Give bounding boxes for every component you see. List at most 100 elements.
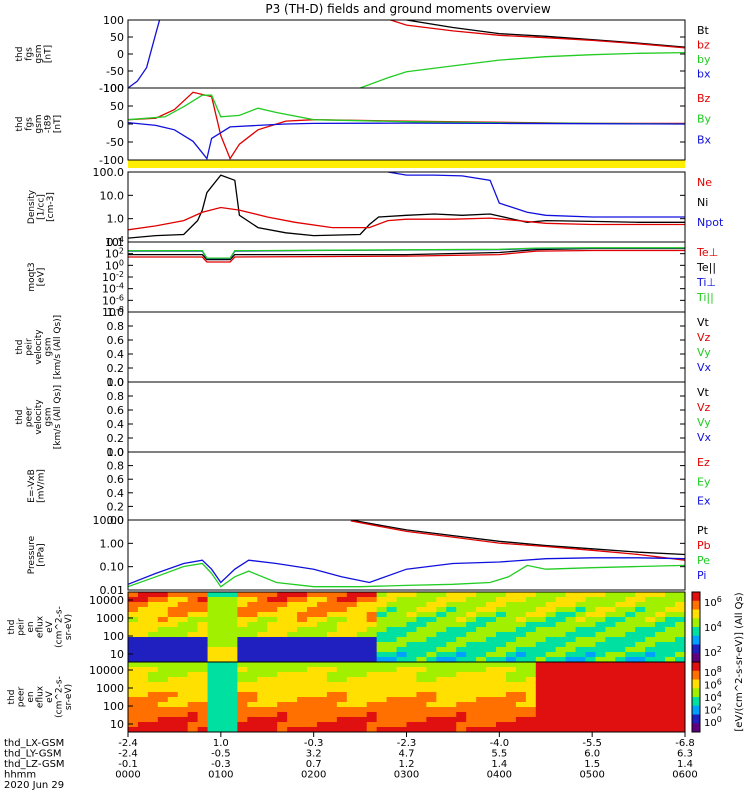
- spectrogram-cell: [466, 727, 477, 733]
- spectrogram-cell: [307, 642, 318, 648]
- y-tick-label: -50: [106, 65, 124, 78]
- spectrogram-cell: [466, 697, 477, 703]
- spectrogram-cell: [147, 707, 159, 713]
- spectrogram-cell: [167, 697, 179, 703]
- spectrogram-cell: [177, 662, 189, 668]
- spectrogram-cell: [615, 617, 626, 623]
- spectrogram-cell: [267, 602, 278, 608]
- spectrogram-cell: [585, 692, 596, 698]
- spectrogram-cell: [565, 667, 577, 673]
- spectrogram-cell: [525, 622, 537, 628]
- spectrogram-cell: [665, 707, 676, 713]
- spectrogram-cell: [426, 702, 437, 708]
- spectrogram-cell: [515, 647, 527, 653]
- spectrogram-cell: [326, 617, 338, 623]
- spectrogram-cell: [486, 602, 497, 608]
- spectrogram-cell: [366, 727, 378, 733]
- spectrogram-cell: [247, 657, 258, 663]
- spectrogram-cell: [297, 677, 308, 683]
- spectrogram-cell: [157, 637, 169, 643]
- legend-entry: Ti⊥: [696, 276, 716, 289]
- spectrogram-cell: [635, 717, 646, 723]
- spectrogram-cell: [595, 602, 606, 608]
- spectrogram-cell: [466, 692, 477, 698]
- spectrogram-cell: [207, 727, 219, 733]
- legend-entry: Ti||: [696, 291, 714, 304]
- spectrogram-cell: [307, 627, 318, 633]
- spectrogram-cell: [277, 667, 288, 673]
- spectrogram-cell: [277, 632, 288, 638]
- spectrogram-cell: [267, 622, 278, 628]
- spectrogram-cell: [515, 722, 527, 728]
- spectrogram-cell: [376, 722, 388, 728]
- spectrogram-cell: [257, 667, 268, 673]
- spectrogram-cell: [187, 642, 199, 648]
- spectrogram-cell: [207, 642, 219, 648]
- spectrogram-cell: [157, 687, 169, 693]
- spectrogram-cell: [237, 707, 248, 713]
- spectrogram-cell: [436, 682, 447, 688]
- spectrogram-cell: [167, 597, 179, 603]
- spectrogram-cell: [555, 602, 567, 608]
- colorbar-tick: 100: [704, 715, 722, 729]
- spectrogram-cell: [525, 677, 537, 683]
- y-tick-label: 1.0: [107, 446, 125, 459]
- spectrogram-cell: [555, 682, 567, 688]
- spectrogram-cell: [187, 592, 199, 598]
- spectrogram-cell: [147, 687, 159, 693]
- spectrogram-cell: [505, 607, 517, 613]
- spectrogram-cell: [346, 697, 358, 703]
- spectrogram-cell: [336, 687, 348, 693]
- spectrogram-cell: [535, 612, 547, 618]
- spectrogram-cell: [356, 687, 368, 693]
- y-tick-label: 0.4: [107, 418, 125, 431]
- spectrogram-cell: [456, 592, 467, 598]
- spectrogram-cell: [615, 622, 626, 628]
- spectrogram-cell: [476, 662, 487, 668]
- spectrogram-cell: [406, 597, 417, 603]
- spectrogram-cell: [336, 657, 348, 663]
- spectrogram-cell: [267, 612, 278, 618]
- spectrogram-cell: [436, 667, 447, 673]
- spectrogram-cell: [316, 607, 328, 613]
- spectrogram-cell: [227, 617, 238, 623]
- y-axis-label-line: -t89: [44, 115, 54, 134]
- spectrogram-cell: [316, 717, 328, 723]
- y-axis-label-line: gsm: [34, 44, 44, 63]
- y-axis-label-line: peir: [25, 338, 35, 356]
- spectrogram-cell: [257, 672, 268, 678]
- spectrogram-cell: [396, 637, 407, 643]
- spectrogram-cell: [476, 717, 487, 723]
- spectrogram-cell: [326, 697, 338, 703]
- spectrogram-cell: [326, 667, 338, 673]
- spectrogram-cell: [605, 707, 616, 713]
- spectrogram-cell: [227, 722, 238, 728]
- spectrogram-cell: [436, 712, 447, 718]
- spectrogram-cell: [137, 607, 149, 613]
- spectrogram-cell: [257, 592, 268, 598]
- spectrogram-cell: [515, 602, 527, 608]
- spectrogram-cell: [466, 667, 477, 673]
- spectrogram-cell: [665, 612, 676, 618]
- spectrogram-cell: [267, 672, 278, 678]
- spectrogram-cell: [167, 672, 179, 678]
- spectrogram-cell: [565, 617, 577, 623]
- spectrogram-cell: [197, 677, 209, 683]
- spectrogram-cell: [217, 612, 228, 618]
- spectrogram-cell: [227, 702, 238, 708]
- spectrogram-cell: [436, 677, 447, 683]
- spectrogram-cell: [426, 622, 437, 628]
- spectrogram-cell: [297, 632, 308, 638]
- spectrogram-cell: [297, 687, 308, 693]
- spectrogram-cell: [207, 717, 219, 723]
- spectrogram-cell: [476, 632, 487, 638]
- spectrogram-cell: [446, 717, 457, 723]
- spectrogram-cell: [237, 692, 248, 698]
- spectrogram-cell: [555, 667, 567, 673]
- panel-p10: thd peer en eflux eV (cm^2-s-sr-eV)1000010001…: [7, 661, 686, 733]
- spectrogram-cell: [267, 627, 278, 633]
- spectrogram-cell: [366, 652, 378, 658]
- x-axis-labels: thd_LX-GSM -2.4 1.0 -0.3 -2.3 -4.0 -5.5 -6.8thd…: [4, 732, 698, 791]
- x-tick-label: -0.3: [304, 738, 324, 749]
- spectrogram-cell: [227, 707, 238, 713]
